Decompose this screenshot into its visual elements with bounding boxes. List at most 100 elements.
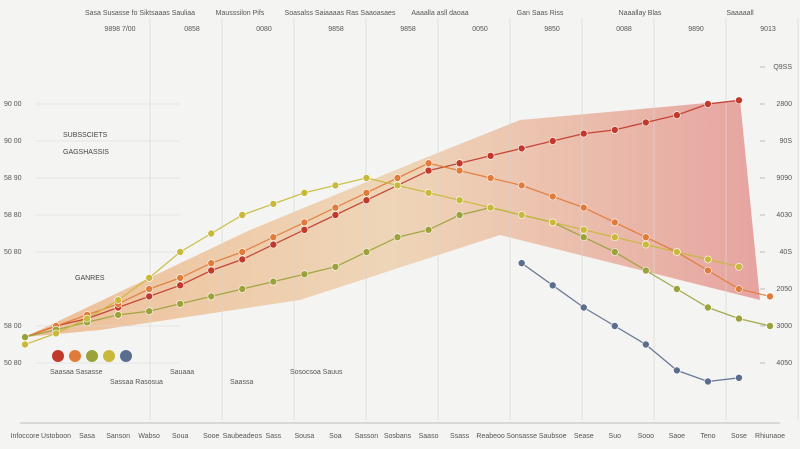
x-tick-label: Sease <box>574 433 594 440</box>
point <box>207 229 216 238</box>
point <box>610 233 619 241</box>
point <box>83 314 91 323</box>
x-tick-label: Saoe <box>669 433 685 440</box>
point <box>766 292 774 301</box>
point <box>517 259 526 267</box>
legend-swatch <box>103 350 115 362</box>
point <box>424 226 433 234</box>
x-tick-label: Sose <box>731 433 747 440</box>
point <box>331 211 340 219</box>
x-tick-label: Ustoboon <box>41 433 71 440</box>
x-tick-label: Saubsoe <box>539 433 567 440</box>
point <box>673 366 681 375</box>
legend-swatch <box>120 350 132 362</box>
point <box>300 270 309 279</box>
point <box>579 303 588 312</box>
point <box>642 240 650 249</box>
point <box>114 311 122 319</box>
x-tick-label: Reabeoo <box>476 433 505 440</box>
column-label: 0050 <box>472 26 488 33</box>
x-tick-label: Wabso <box>138 433 160 440</box>
point <box>238 285 247 293</box>
column-label: 9858 <box>328 26 344 33</box>
point <box>735 262 743 271</box>
x-tick-label: Rhiunaoe <box>755 433 785 440</box>
column-label: 9013 <box>760 26 776 33</box>
x-tick-label: Sanson <box>106 433 130 440</box>
column-label: 0088 <box>616 26 632 33</box>
point <box>642 118 650 127</box>
header-label: Aaaalla asll daoaa <box>411 10 468 17</box>
point <box>735 96 743 105</box>
column-label: 0858 <box>184 26 200 33</box>
point <box>176 248 185 256</box>
point <box>704 100 712 108</box>
y2-tick-label: 40S <box>780 249 793 256</box>
point <box>579 226 588 234</box>
y2-tick-label: 2050 <box>776 286 792 293</box>
point <box>145 285 153 293</box>
point <box>362 189 371 197</box>
legend-swatch <box>86 350 98 362</box>
y-tick-label: 58 80 <box>4 212 22 219</box>
header-label: Mausssilon Pifs <box>216 10 265 17</box>
x-tick-label: Sass <box>266 433 282 440</box>
x-tick-label: Sosbans <box>384 433 412 440</box>
legend-label: Saasaa Sasasse <box>50 369 103 376</box>
point <box>238 255 247 264</box>
header-label: Saaaaall <box>726 10 754 17</box>
point <box>238 211 247 219</box>
annotation: SUBSSCIETS <box>63 132 108 139</box>
point <box>362 248 371 256</box>
y2-tick-label: Q9SS <box>773 64 792 71</box>
legend-swatch <box>69 350 81 362</box>
band <box>25 100 760 337</box>
point <box>300 226 309 234</box>
point <box>548 137 557 145</box>
point <box>176 281 185 290</box>
point <box>548 281 557 290</box>
point <box>517 211 526 219</box>
legend-swatch <box>52 350 64 362</box>
point <box>145 307 153 316</box>
column-label: 9890 <box>688 26 704 33</box>
point <box>517 144 526 153</box>
header-label: Soasalss Saiaaaas Ras Saaoasaes <box>285 10 396 17</box>
point <box>704 303 712 312</box>
legend-label: Saassa <box>230 379 253 386</box>
x-tick-label: Infoccore <box>11 433 40 440</box>
point <box>362 174 371 182</box>
point <box>207 292 216 301</box>
point <box>548 218 557 227</box>
x-tick-label: Sonsasse <box>506 433 537 440</box>
point <box>486 203 495 212</box>
point <box>455 211 464 219</box>
point <box>455 166 464 175</box>
point <box>300 218 309 227</box>
point <box>735 314 743 323</box>
point <box>207 266 216 275</box>
annotation: GAGSHASSIS <box>63 149 109 156</box>
header-label: Naaallay Blas <box>619 10 662 17</box>
x-tick-label: Sooo <box>638 433 654 440</box>
point <box>21 340 29 349</box>
point <box>486 152 495 160</box>
point <box>331 181 340 190</box>
point <box>704 266 712 275</box>
column-label: 0080 <box>256 26 272 33</box>
point <box>517 181 526 190</box>
point <box>673 248 681 256</box>
x-tick-label: Soa <box>329 433 342 440</box>
point <box>455 196 464 204</box>
point <box>176 274 185 282</box>
point <box>21 333 29 341</box>
point <box>424 189 433 197</box>
point <box>455 159 464 167</box>
point <box>176 299 185 308</box>
header-label: Gan Saas Riss <box>517 10 564 17</box>
legend-label: Sauaaa <box>170 369 194 376</box>
y-tick-label: 90 00 <box>4 138 22 145</box>
x-tick-label: Ssass <box>450 433 470 440</box>
point <box>579 203 588 212</box>
